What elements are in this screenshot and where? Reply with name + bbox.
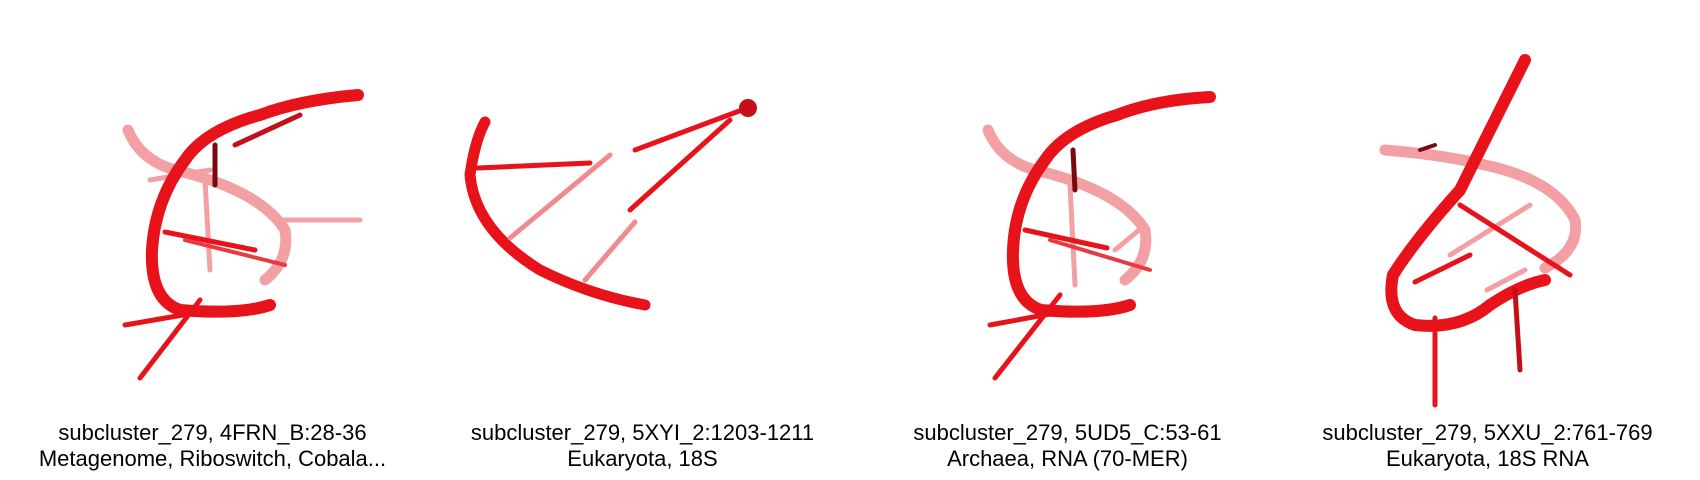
caption: subcluster_279, 5XYI_2:1203-1211 Eukaryo… xyxy=(430,420,855,472)
rna-structure-render xyxy=(464,99,757,311)
panel-3: subcluster_279, 5UD5_C:53-61 Archaea, RN… xyxy=(855,0,1280,480)
panel-1: subcluster_279, 4FRN_B:28-36 Metagenome,… xyxy=(0,0,425,480)
caption: subcluster_279, 4FRN_B:28-36 Metagenome,… xyxy=(0,420,425,472)
caption-title: subcluster_279, 5UD5_C:53-61 xyxy=(913,420,1222,445)
panel-2: subcluster_279, 5XYI_2:1203-1211 Eukaryo… xyxy=(430,0,855,480)
caption-title: subcluster_279, 5XYI_2:1203-1211 xyxy=(470,420,815,445)
caption-subtitle: Eukaryota, 18S xyxy=(567,446,718,471)
caption: subcluster_279, 5XXU_2:761-769 Eukaryota… xyxy=(1275,420,1700,472)
caption-title: subcluster_279, 4FRN_B:28-36 xyxy=(58,420,367,445)
rna-structure-render xyxy=(982,91,1216,381)
caption: subcluster_279, 5UD5_C:53-61 Archaea, RN… xyxy=(855,420,1280,472)
rna-structure-render xyxy=(122,89,364,381)
caption-subtitle: Archaea, RNA (70-MER) xyxy=(947,446,1188,471)
rna-structure-render xyxy=(1379,54,1582,408)
caption-subtitle: Metagenome, Riboswitch, Cobala... xyxy=(38,446,387,471)
caption-subtitle: Eukaryota, 18S RNA xyxy=(1386,446,1589,471)
panel-4: subcluster_279, 5XXU_2:761-769 Eukaryota… xyxy=(1275,0,1700,480)
caption-title: subcluster_279, 5XXU_2:761-769 xyxy=(1322,420,1653,445)
